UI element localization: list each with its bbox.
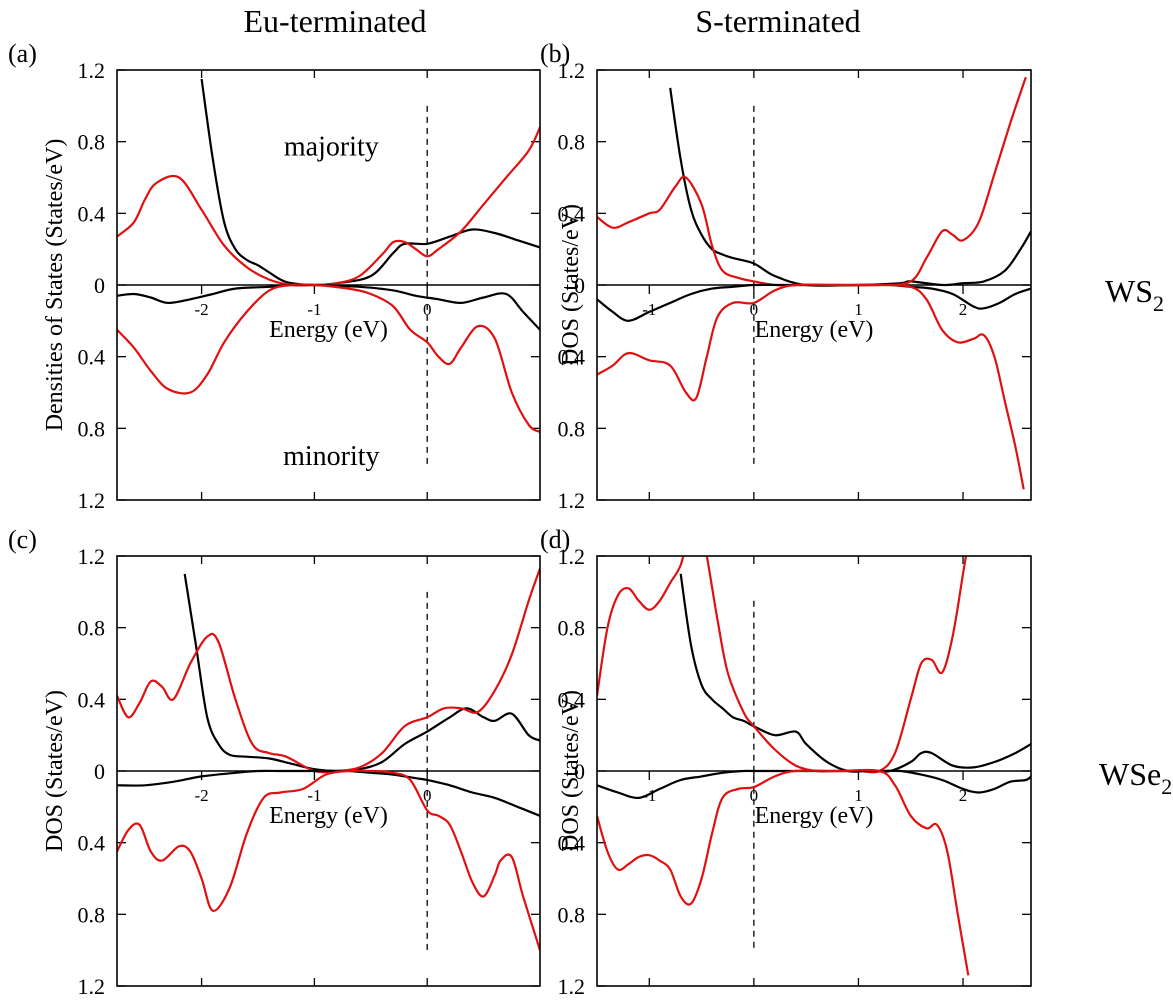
plot-frame bbox=[116, 69, 541, 501]
y-tick-label: 0.4 bbox=[558, 201, 586, 226]
y-tick-label: 0.4 bbox=[558, 687, 586, 712]
dos-curve-3 bbox=[597, 768, 970, 976]
plot-frame bbox=[596, 555, 1032, 987]
panel-label: (c) bbox=[8, 525, 37, 554]
x-axis-label: Energy (eV) bbox=[269, 803, 388, 829]
y-tick-label: 1.2 bbox=[78, 974, 106, 999]
x-tick-label: -1 bbox=[642, 786, 656, 805]
y-tick-label: 0.8 bbox=[78, 416, 106, 441]
plot-frame bbox=[116, 555, 541, 987]
x-tick-label: -2 bbox=[195, 300, 209, 319]
y-tick-label: 0.8 bbox=[78, 130, 106, 155]
y-tick-label: 1.2 bbox=[558, 544, 586, 569]
y-axis-label: Densities of States (States/eV) bbox=[42, 139, 68, 432]
panel-label: (b) bbox=[540, 39, 570, 68]
x-tick-label: 2 bbox=[959, 786, 968, 805]
y-tick-label: 0.4 bbox=[78, 345, 106, 370]
y-tick-label: 1.2 bbox=[558, 488, 586, 513]
y-axis-label: DOS (States/eV) bbox=[558, 690, 584, 852]
series-group bbox=[117, 568, 540, 951]
y-tick-label: 0 bbox=[574, 759, 585, 784]
dos-curve-3 bbox=[117, 283, 540, 433]
x-tick-label: -1 bbox=[307, 300, 321, 319]
y-axis-label: DOS (States/eV) bbox=[42, 690, 68, 852]
y-tick-label: 1.2 bbox=[78, 58, 106, 83]
y-tick-label: 0.8 bbox=[558, 902, 586, 927]
dos-curve-3 bbox=[597, 283, 1025, 490]
x-tick-label: 2 bbox=[959, 300, 968, 319]
series-group bbox=[597, 76, 1031, 490]
series-group bbox=[597, 556, 1031, 976]
y-tick-label: 0.8 bbox=[558, 130, 586, 155]
y-tick-label: 1.2 bbox=[78, 544, 106, 569]
y-tick-label: 0.8 bbox=[558, 616, 586, 641]
x-axis-label: Energy (eV) bbox=[269, 317, 388, 343]
x-tick-label: 1 bbox=[854, 300, 863, 319]
dos-curve-0 bbox=[200, 78, 540, 287]
dos-curve-1 bbox=[597, 556, 968, 774]
dos-curve-1 bbox=[597, 76, 1027, 287]
panel-c: 1.20.80.400.40.81.2-2-10Energy (eV)DOS (… bbox=[8, 525, 541, 999]
y-tick-label: 1.2 bbox=[558, 974, 586, 999]
panel-label: (d) bbox=[540, 525, 570, 554]
y-tick-label: 0.8 bbox=[558, 416, 586, 441]
x-tick-label: -1 bbox=[307, 786, 321, 805]
column-title-right: S-terminated bbox=[695, 3, 860, 39]
x-axis-label: Energy (eV) bbox=[755, 317, 874, 343]
x-axis-label: Energy (eV) bbox=[755, 803, 874, 829]
x-tick-label: 1 bbox=[854, 786, 863, 805]
row-label-wse2: WSe2 bbox=[1099, 756, 1172, 799]
column-title-left: Eu-terminated bbox=[243, 3, 426, 39]
y-axis-label: DOS (States/eV) bbox=[558, 204, 584, 366]
y-tick-label: 0.4 bbox=[78, 687, 106, 712]
dos-curve-0 bbox=[679, 573, 1031, 773]
y-tick-label: 1.2 bbox=[78, 488, 106, 513]
y-tick-label: 0 bbox=[94, 273, 105, 298]
plot-frame bbox=[596, 69, 1032, 501]
row-label-ws2: WS2 bbox=[1105, 273, 1164, 316]
x-tick-label: -2 bbox=[195, 786, 209, 805]
y-tick-label: 0 bbox=[574, 273, 585, 298]
y-tick-label: 1.2 bbox=[558, 58, 586, 83]
y-tick-label: 0.4 bbox=[78, 831, 106, 856]
annotation-majority: majority bbox=[284, 131, 379, 162]
y-tick-label: 0 bbox=[94, 759, 105, 784]
panel-a: 1.20.80.400.40.81.2-2-10Energy (eV)Densi… bbox=[8, 39, 541, 513]
dos-curve-1 bbox=[117, 126, 540, 287]
dos-curve-0 bbox=[183, 573, 540, 773]
y-tick-label: 0.8 bbox=[78, 616, 106, 641]
panel-label: (a) bbox=[8, 39, 37, 68]
series-group bbox=[117, 78, 540, 433]
y-tick-label: 0.4 bbox=[78, 201, 106, 226]
annotation-minority: minority bbox=[283, 441, 379, 472]
dos-curve-3 bbox=[117, 769, 540, 951]
y-tick-label: 0.4 bbox=[558, 345, 586, 370]
dos-curve-0 bbox=[669, 87, 1031, 287]
x-tick-label: 0 bbox=[750, 786, 759, 805]
panel-d: 1.2 0.8 0.4 0 0.4 0.8 1.2 -1 0 1 2 Energy (eV) DOS (… bbox=[540, 525, 1032, 999]
y-tick-label: 0.8 bbox=[78, 902, 106, 927]
dos-curve-1 bbox=[117, 568, 540, 774]
y-tick-label: 0.4 bbox=[558, 831, 586, 856]
